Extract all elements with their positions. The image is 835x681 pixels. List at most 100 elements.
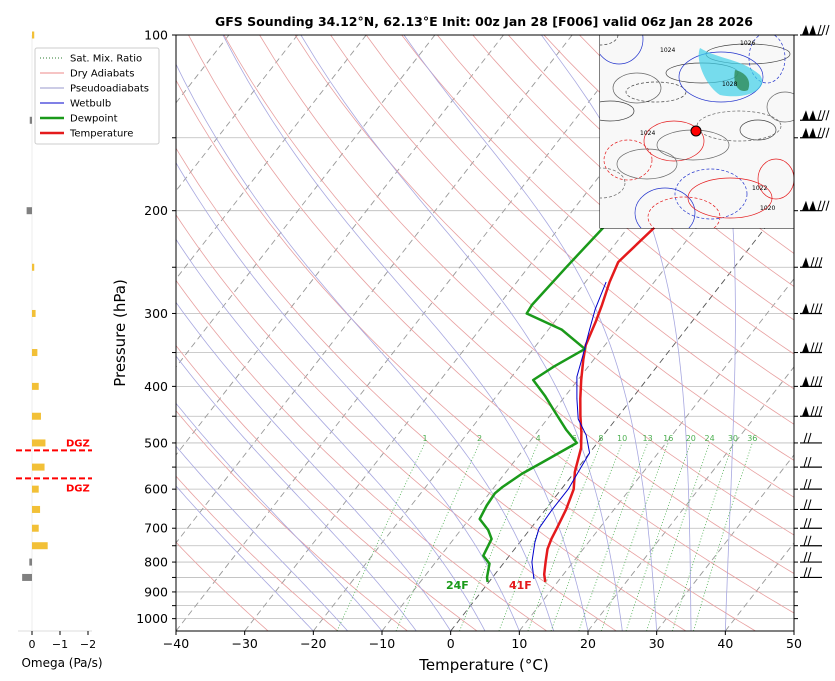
legend-dry-adiabats: Dry Adiabats [70, 69, 134, 80]
chart-title: GFS Sounding 34.12°N, 62.13°E Init: 00z … [215, 14, 753, 29]
legend-wetbulb: Wetbulb [70, 99, 111, 110]
wind-barb [800, 257, 823, 268]
mixing-ratio-line [550, 442, 623, 631]
omega-bar [32, 439, 46, 447]
mixing-ratio-line [395, 442, 480, 631]
y-tick-label: 400 [144, 379, 168, 394]
map-contour [647, 196, 721, 228]
dgz-label: DGZ [66, 438, 90, 449]
map-contour [612, 72, 662, 104]
wind-barb [800, 127, 830, 139]
inset-map: 1024 1026 1028 1024 1022 1020 [599, 34, 795, 229]
series-temperature-line [542, 126, 794, 583]
wind-barb [800, 342, 823, 354]
dry-adiabat-line [294, 35, 794, 498]
x-tick-label: −30 [231, 636, 257, 651]
legend-temperature: Temperature [69, 129, 133, 140]
plot-frame [175, 34, 795, 632]
map-contour [766, 91, 794, 123]
omega-bar [32, 505, 41, 513]
omega-panel: 0 −1 −2 DGZ DGZ [16, 31, 96, 651]
y-tick-label: 800 [144, 555, 168, 570]
mixing-ratio-label: 1 [422, 434, 427, 443]
pseudoadiabat-line [403, 35, 658, 631]
omega-bar [26, 207, 32, 215]
wind-barb [800, 303, 823, 315]
omega-bar [32, 382, 39, 390]
dry-adiabat-line [365, 35, 794, 425]
mixing-ratio-label: 36 [747, 434, 757, 443]
dgz-label: DGZ [66, 483, 90, 494]
wind-barb [800, 551, 822, 563]
mixing-ratio-label: 4 [536, 434, 541, 443]
pseudoadiabat-line [176, 445, 348, 631]
y-tick-label: 500 [144, 435, 168, 450]
pseudoadiabat-line [176, 161, 520, 631]
omega-bar [32, 349, 38, 357]
dry-adiabat-line [176, 79, 756, 631]
map-contour [757, 158, 794, 200]
isotherm-line [176, 35, 573, 544]
axes: −40 −30 −20 −10 0 10 20 30 40 5010020030040050060… [136, 28, 802, 652]
map-contour [600, 100, 635, 122]
mixing-ratio-line [600, 442, 669, 631]
isotherm-line [0, 35, 23, 631]
map-contour [674, 168, 748, 220]
pseudoadiabat-line [176, 355, 417, 631]
legend-pseudoadiabats: Pseudoadiabats [70, 84, 149, 95]
dry-adiabat-line [401, 35, 794, 390]
pseudoadiabat-line [176, 402, 383, 631]
isotherm-line [587, 366, 794, 631]
legend-dewpoint: Dewpoint [70, 114, 118, 125]
pseudoadiabat-line [176, 485, 314, 631]
dry-adiabat-line [176, 279, 547, 631]
map-isobar-label: 1020 [760, 205, 775, 212]
map-contour [600, 35, 644, 65]
map-contour [616, 148, 678, 180]
map-contour [678, 51, 764, 103]
dry-adiabat-line [176, 344, 478, 631]
wind-barb [800, 518, 822, 529]
omega-bar [32, 31, 35, 39]
omega-bar [32, 485, 39, 493]
omega-bar [29, 558, 32, 566]
wind-barbs [800, 24, 830, 579]
x-tick-label: 10 [511, 636, 527, 651]
mixing-ratio-line [498, 442, 575, 631]
wind-barb [800, 456, 822, 468]
isotherm-line [656, 454, 794, 631]
mixing-ratio-label: 13 [643, 434, 653, 443]
x-tick-label: 40 [717, 636, 733, 651]
map-contour [687, 177, 773, 219]
omega-bar [22, 573, 32, 581]
isotherm-line [244, 35, 710, 631]
map-isobar-label: 1024 [660, 47, 675, 54]
dry-adiabat-line [259, 35, 794, 536]
wind-barb [800, 406, 823, 417]
dry-adiabat-line [330, 35, 794, 461]
mixing-ratio-line [693, 442, 753, 631]
y-axis-label: Pressure (hPa) [111, 279, 129, 387]
dry-adiabat-line [472, 35, 794, 321]
y-tick-label: 1000 [136, 611, 168, 626]
legend: Sat. Mix. Ratio Dry Adiabats Pseudoadiab… [34, 47, 160, 145]
surface-temperature-label: 41F [509, 579, 532, 592]
dry-adiabat-line [508, 35, 794, 288]
dry-adiabat-line [188, 35, 794, 614]
map-isobar-label: 1024 [640, 130, 655, 137]
x-tick-label: 30 [649, 636, 665, 651]
x-tick-label: −40 [163, 636, 189, 651]
wind-barb [800, 499, 822, 511]
wind-barb [800, 432, 822, 444]
surface-dewpoint-label: 24F [446, 579, 469, 592]
isotherm-line [450, 190, 794, 631]
isotherm-line [312, 35, 779, 631]
omega-axis-label: Omega (Pa/s) [21, 656, 102, 670]
x-tick-label: 50 [786, 636, 802, 651]
mixing-ratio-line [336, 442, 426, 631]
dry-adiabat-line [176, 214, 617, 631]
wind-barb [800, 567, 822, 579]
y-tick-label: 100 [144, 28, 168, 43]
omega-bar [32, 263, 35, 271]
